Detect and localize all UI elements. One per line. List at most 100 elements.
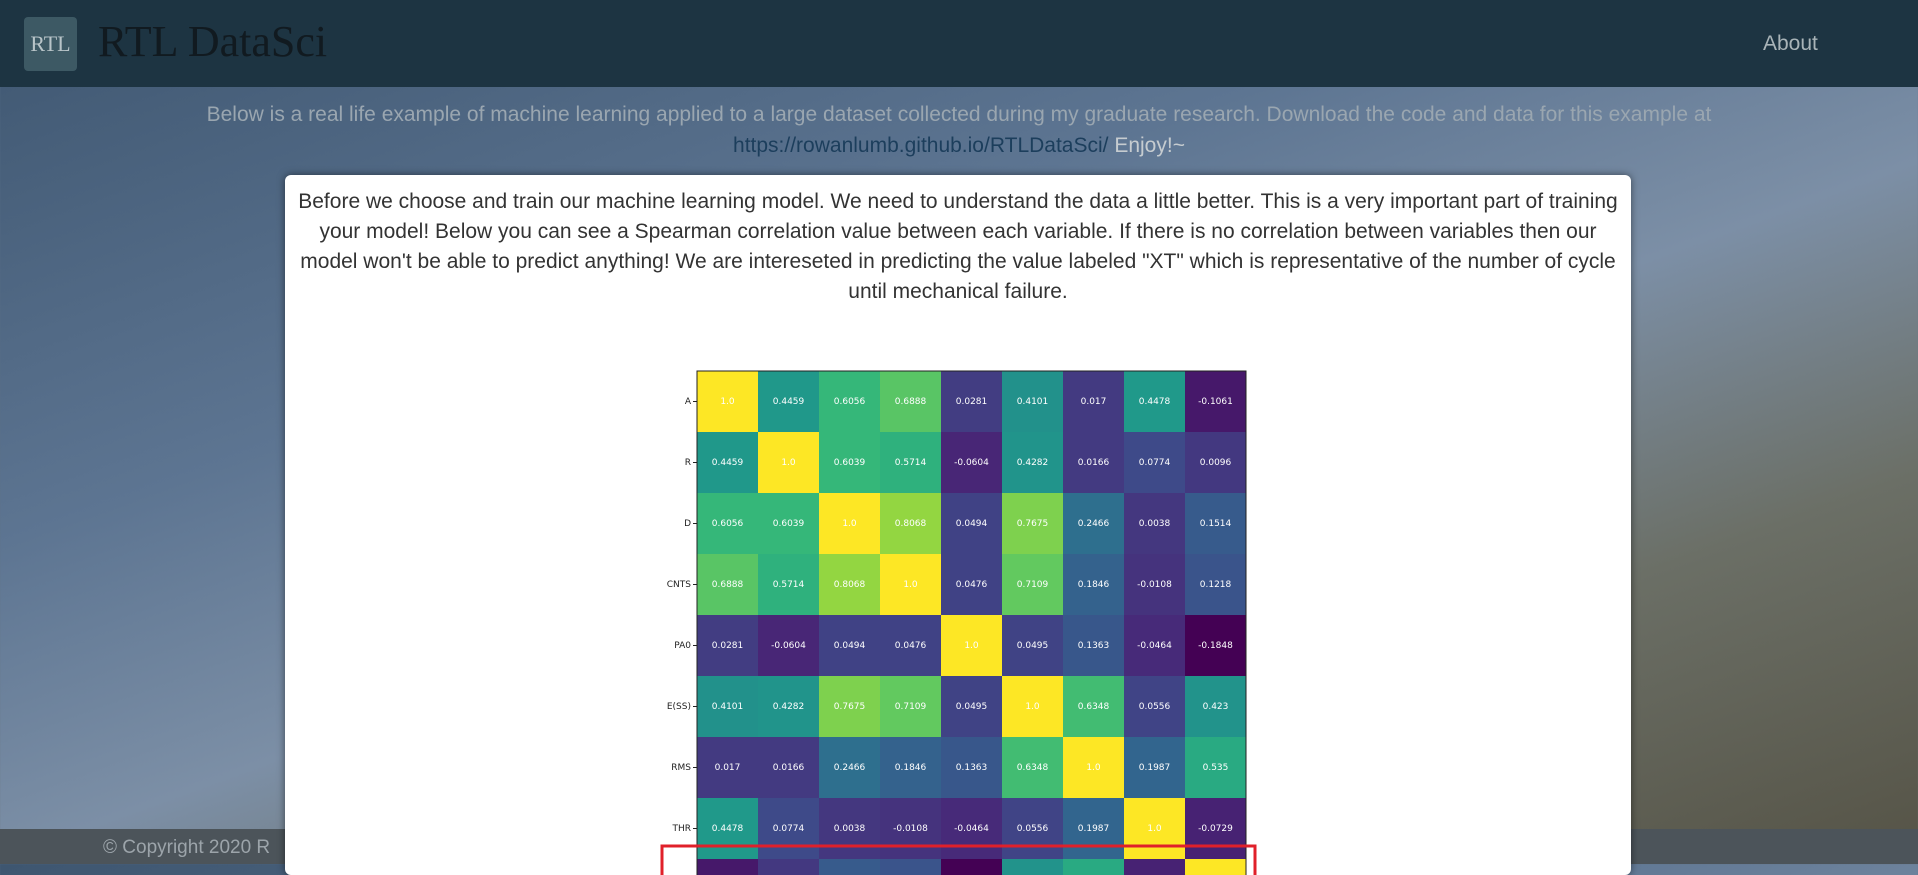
cell-label: 1.0 [1025, 702, 1040, 712]
cell-label: 0.4101 [712, 702, 744, 712]
cell-label: 0.0038 [834, 824, 866, 834]
heatmap-cell [819, 798, 880, 859]
heatmap-cell [941, 615, 1002, 676]
link[interactable]: https://rowanlumb.github.io/RTLDataSci/ [733, 134, 1109, 157]
heatmap-cell [941, 493, 1002, 554]
heatmap-cell [880, 859, 941, 875]
modal-text: Before we choose and train our machine l… [298, 190, 1618, 303]
cell-label: 0.1363 [1078, 641, 1110, 651]
cell-label: 0.7675 [834, 702, 866, 712]
heatmap-cell [880, 798, 941, 859]
cell-label: 1.0 [720, 397, 735, 407]
heatmap-cell [1185, 615, 1246, 676]
logo[interactable]: RTL [24, 17, 77, 71]
heatmap-cell [880, 371, 941, 432]
heatmap-cell [941, 554, 1002, 615]
cell-label: 0.0281 [956, 397, 988, 407]
heatmap-cell [758, 432, 819, 493]
cell-label: 0.0038 [1139, 519, 1171, 529]
cell-label: 0.0494 [956, 519, 988, 529]
heatmap-cell [697, 554, 758, 615]
heatmap-cell [880, 493, 941, 554]
cell-label: 1.0 [781, 458, 796, 468]
heatmap-cell [941, 859, 1002, 875]
heatmap-cell [1185, 371, 1246, 432]
cell-label: 0.6056 [834, 397, 866, 407]
heatmap-cell [1124, 798, 1185, 859]
cell-label: 0.1514 [1200, 519, 1232, 529]
cell-label: 0.1218 [1200, 580, 1232, 590]
heatmap-cell [1185, 737, 1246, 798]
cell-label: 0.423 [1203, 702, 1229, 712]
intro-after: Enjoy!~ [1114, 134, 1185, 157]
heatmap-cell [819, 676, 880, 737]
cell-label: -0.1848 [1198, 641, 1233, 651]
heatmap-cell [941, 676, 1002, 737]
heatmap-cell [758, 615, 819, 676]
heatmap-cell [758, 859, 819, 875]
cell-label: 1.0 [1147, 824, 1162, 834]
heatmap-cell [1124, 432, 1185, 493]
heatmap-cell [1124, 615, 1185, 676]
heatmap-cell [758, 798, 819, 859]
cell-label: 0.2466 [834, 763, 866, 773]
heatmap-cell [1063, 432, 1124, 493]
heatmap-cell [1124, 737, 1185, 798]
cell-label: -0.0108 [893, 824, 928, 834]
cell-label: 0.0476 [956, 580, 988, 590]
brand[interactable]: RTL DataSci [98, 17, 328, 66]
cell-label: 0.0166 [1078, 458, 1110, 468]
heatmap-cell [1063, 676, 1124, 737]
cell-label: 0.0494 [834, 641, 866, 651]
cell-label: 0.0096 [1200, 458, 1232, 468]
cell-label: 0.4101 [1017, 397, 1049, 407]
heatmap-cell [880, 554, 941, 615]
cell-label: 0.1987 [1078, 824, 1110, 834]
cell-label: 0.0495 [1017, 641, 1049, 651]
cell-label: 0.8068 [895, 519, 927, 529]
heatmap-cell [697, 859, 758, 875]
cell-label: 0.0774 [773, 824, 805, 834]
heatmap-cell [1124, 676, 1185, 737]
cell-label: 0.0476 [895, 641, 927, 651]
highlight-box [660, 844, 1257, 875]
heatmap-cell [758, 493, 819, 554]
cell-label: 0.1846 [895, 763, 927, 773]
heatmap-cell [819, 432, 880, 493]
cell-label: 0.7675 [1017, 519, 1049, 529]
heatmap-cell [1002, 615, 1063, 676]
cell-label: 0.0166 [773, 763, 805, 773]
cell-label: -0.0729 [1198, 824, 1233, 834]
heatmap-cell [1002, 737, 1063, 798]
cell-label: 0.5714 [895, 458, 927, 468]
row-label: PA0 [674, 641, 691, 651]
cell-label: 0.6039 [834, 458, 866, 468]
cell-label: -0.1061 [1198, 397, 1233, 407]
heatmap-cell [758, 676, 819, 737]
cell-label: -0.0108 [1137, 580, 1172, 590]
heatmap-cell [819, 371, 880, 432]
cell-label: 0.0774 [1139, 458, 1171, 468]
cell-label: 1.0 [1086, 763, 1101, 773]
heatmap-cell [1002, 493, 1063, 554]
heatmap-cell [941, 432, 1002, 493]
heatmap-cell [941, 737, 1002, 798]
cell-label: 0.4282 [1017, 458, 1049, 468]
nav-link[interactable]: About [1763, 32, 1818, 55]
heatmap-cell [697, 493, 758, 554]
heatmap-cell [1002, 676, 1063, 737]
heatmap-cell [880, 737, 941, 798]
heatmap-cell [1185, 676, 1246, 737]
cell-label: 0.6348 [1017, 763, 1049, 773]
cell-label: 0.0556 [1139, 702, 1171, 712]
heatmap-cell [697, 798, 758, 859]
cell-label: 0.4282 [773, 702, 805, 712]
cell-label: 0.4478 [1139, 397, 1171, 407]
cell-label: 0.6348 [1078, 702, 1110, 712]
cell-label: 0.6056 [712, 519, 744, 529]
cell-label: 0.6888 [895, 397, 927, 407]
cell-label: 0.0556 [1017, 824, 1049, 834]
cell-label: 0.8068 [834, 580, 866, 590]
cell-label: 0.0495 [956, 702, 988, 712]
